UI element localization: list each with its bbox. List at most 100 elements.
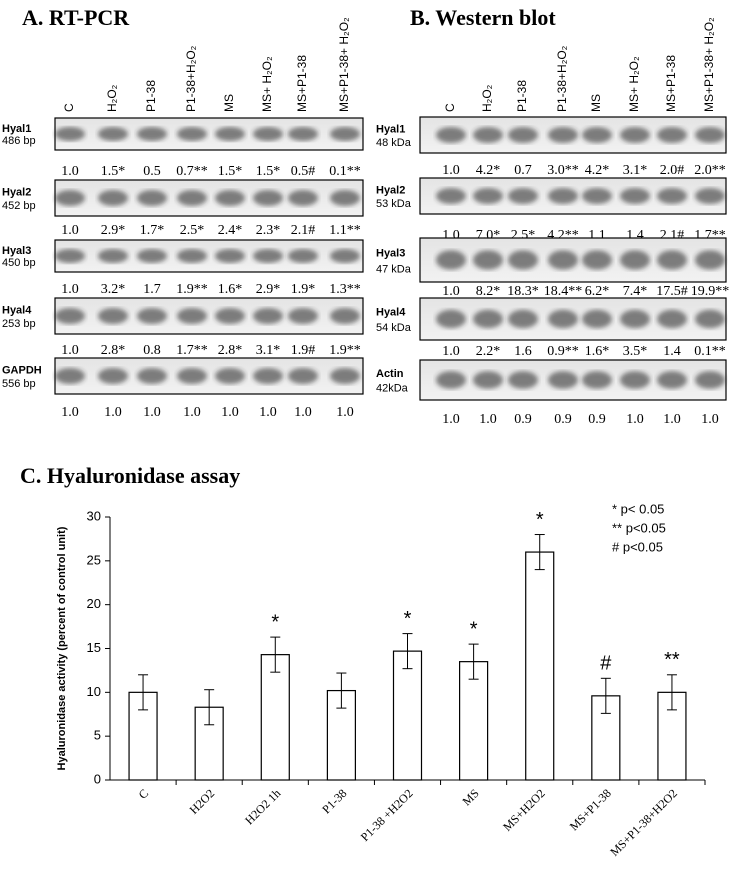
band: [657, 309, 687, 329]
y-tick-label: 0: [94, 771, 101, 786]
band: [695, 309, 725, 329]
band: [436, 188, 466, 204]
lane-label: P1-38+H₂O₂: [184, 45, 198, 112]
quant-value: 0.9: [514, 412, 532, 427]
quant-value: 1.0: [626, 412, 644, 427]
y-tick-label: 20: [87, 596, 101, 611]
row-size: 486 bp: [2, 135, 36, 147]
quant-value: 1.6*: [218, 282, 243, 297]
x-tick-label: MS+P1-38+H2O2: [607, 786, 680, 859]
significance-marker: *: [404, 608, 412, 630]
band: [330, 126, 360, 142]
bar: [392, 650, 423, 781]
quant-value: 1.0: [61, 164, 79, 179]
panel-title: B. Western blot: [410, 5, 556, 30]
band: [215, 308, 245, 324]
band: [582, 188, 612, 204]
band: [548, 250, 578, 270]
quant-value: 1.0: [442, 284, 460, 299]
quant-value: 2.8*: [101, 343, 126, 358]
bar: [260, 654, 290, 781]
x-tick-label: MS+P1-38: [567, 786, 614, 833]
band: [473, 309, 503, 329]
band: [137, 308, 167, 324]
row-size: 47 kDa: [376, 264, 412, 276]
lane-label: MS+P1-38: [295, 55, 309, 112]
band: [548, 188, 578, 204]
error-bar: [402, 633, 413, 670]
band: [508, 127, 538, 143]
quant-value: 3.0**: [547, 163, 579, 178]
band: [436, 250, 466, 270]
lane-label: MS+ H₂O₂: [627, 56, 641, 112]
band: [582, 127, 612, 143]
row-label: Hyal3: [2, 245, 31, 257]
x-tick-label: H2O2: [187, 786, 218, 817]
row-label: Hyal1: [2, 123, 31, 135]
quant-value: 1.1**: [329, 223, 361, 238]
y-tick-label: 25: [87, 552, 101, 567]
row-label: Hyal2: [376, 185, 405, 197]
x-tick-label: C: [136, 786, 152, 802]
row-label: Hyal4: [376, 307, 406, 319]
band: [620, 127, 650, 143]
error-bar: [204, 689, 215, 726]
band: [436, 371, 466, 389]
quant-value: 1.0: [336, 405, 354, 420]
row-size: 48 kDa: [376, 137, 412, 149]
band: [508, 250, 538, 270]
quant-value: 4.2*: [476, 163, 501, 178]
significance-marker: #: [600, 653, 612, 675]
row-label: Hyal3: [376, 247, 405, 259]
x-tick-label: P1-38: [319, 786, 349, 816]
legend-note: # p<0.05: [612, 539, 663, 554]
band: [330, 308, 360, 324]
quant-value: 1.0: [61, 282, 79, 297]
band: [695, 371, 725, 389]
quant-value: 0.5#: [291, 164, 316, 179]
quant-value: 0.9**: [547, 344, 579, 359]
quant-value: 1.0: [479, 412, 497, 427]
band: [508, 188, 538, 204]
error-bar: [138, 674, 149, 711]
band: [473, 250, 503, 270]
row-size: 450 bp: [2, 257, 36, 269]
band: [330, 190, 360, 206]
band: [288, 308, 318, 324]
quant-value: 0.7**: [176, 164, 208, 179]
bar: [459, 661, 489, 781]
quant-value: 6.2*: [585, 284, 610, 299]
lane-label: P1-38: [144, 80, 158, 112]
lane-label: H₂O₂: [105, 84, 119, 112]
band: [177, 248, 207, 264]
band: [548, 371, 578, 389]
row-label: Hyal2: [2, 187, 31, 199]
chart-title: C. Hyaluronidase assay: [20, 463, 240, 488]
band: [177, 190, 207, 206]
error-bar: [336, 672, 347, 709]
band: [98, 248, 128, 264]
quant-value: 4.2*: [585, 163, 610, 178]
quant-value: 2.9*: [256, 282, 281, 297]
band: [253, 248, 283, 264]
band: [137, 248, 167, 264]
y-tick-label: 15: [87, 640, 101, 655]
band: [657, 127, 687, 143]
band: [508, 371, 538, 389]
quant-value: 1.0: [442, 344, 460, 359]
quant-value: 0.8: [143, 343, 161, 358]
quant-value: 2.5*: [180, 223, 205, 238]
band: [253, 308, 283, 324]
band: [695, 127, 725, 143]
quant-value: 1.0: [61, 223, 79, 238]
panel-title: A. RT-PCR: [22, 5, 130, 30]
quant-value: 1.9*: [291, 282, 316, 297]
quant-value: 2.2*: [476, 344, 501, 359]
quant-value: 18.4**: [544, 284, 583, 299]
quant-value: 1.6: [514, 344, 532, 359]
band: [137, 190, 167, 206]
quant-value: 2.0**: [694, 163, 726, 178]
x-tick-label: P1-38 +H2O2: [358, 786, 416, 844]
band: [620, 309, 650, 329]
band: [657, 250, 687, 270]
